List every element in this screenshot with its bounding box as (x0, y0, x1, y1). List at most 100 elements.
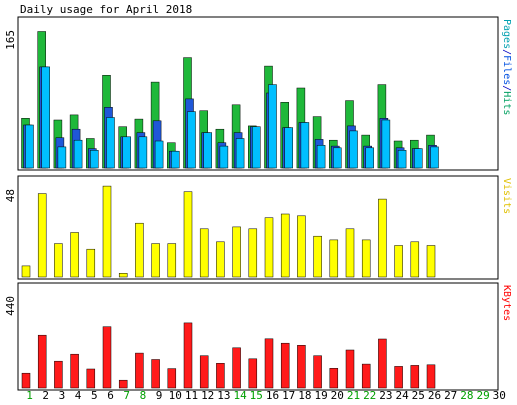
x-tick-label-day-1: 1 (26, 389, 33, 402)
visits-bar-visits-day-3 (54, 243, 63, 278)
x-tick-label-day-13: 13 (217, 389, 230, 402)
visits-series-label: Visits (501, 178, 512, 214)
visits-bar-visits-day-26 (426, 245, 436, 278)
hits-series-label-part: Files (501, 55, 512, 85)
kbytes-bar-kbytes-day-15 (248, 358, 258, 389)
kbytes-bar-kbytes-day-20 (329, 368, 339, 389)
hits-bar-pages-day-15 (252, 126, 261, 169)
hits-bar-pages-day-2 (41, 66, 50, 169)
kbytes-bar-kbytes-day-19 (313, 355, 322, 389)
x-tick-label-day-19: 19 (314, 389, 327, 402)
x-tick-label-day-3: 3 (59, 389, 66, 402)
hits-bar-pages-day-3 (57, 146, 67, 169)
hits-bar-pages-day-4 (73, 139, 83, 169)
visits-bar-visits-day-15 (248, 228, 258, 278)
visits-bar-visits-day-23 (378, 198, 387, 278)
visits-bar-visits-day-4 (70, 232, 79, 278)
kbytes-bars (21, 322, 436, 389)
hits-bar-pages-day-7 (122, 136, 131, 169)
kbytes-bar-kbytes-day-13 (216, 363, 225, 389)
hits-bar-pages-day-8 (138, 136, 148, 169)
visits-series-label-part: Visits (501, 178, 512, 214)
hits-bar-pages-day-12 (203, 132, 212, 169)
x-tick-label-day-26: 26 (428, 389, 441, 402)
visits-bar-visits-day-2 (37, 193, 47, 278)
hits-bar-pages-day-17 (284, 127, 293, 169)
kbytes-series-label-part: KBytes (501, 285, 512, 321)
hits-bar-pages-day-14 (235, 138, 245, 169)
kbytes-panel: 440 KBytes (4, 282, 512, 391)
visits-bar-visits-day-11 (183, 191, 193, 278)
kbytes-bar-kbytes-day-14 (232, 347, 241, 389)
visits-bar-visits-day-22 (361, 239, 371, 278)
visits-bar-visits-day-25 (410, 241, 420, 278)
visits-bar-visits-day-18 (297, 215, 306, 278)
hits-bar-pages-day-20 (333, 147, 342, 169)
x-tick-label-day-23: 23 (379, 389, 392, 402)
x-tick-label-day-12: 12 (201, 389, 214, 402)
visits-bar-visits-day-14 (232, 226, 241, 278)
x-tick-label-day-9: 9 (156, 389, 163, 402)
kbytes-panel-frame (17, 282, 499, 391)
kbytes-bar-kbytes-day-26 (426, 364, 436, 389)
hits-bar-pages-day-24 (397, 150, 407, 169)
hits-bar-pages-day-9 (154, 140, 164, 169)
hits-bar-pages-day-21 (349, 130, 358, 169)
hits-series-label-part: Hits (501, 91, 512, 115)
hits-ymax-label: 165 (4, 30, 17, 50)
hits-bar-pages-day-11 (187, 111, 196, 169)
x-tick-label-day-7: 7 (123, 389, 130, 402)
x-tick-label-day-22: 22 (363, 389, 376, 402)
hits-series-label-part: Pages (501, 19, 512, 49)
x-tick-label-day-2: 2 (42, 389, 49, 402)
visits-bar-visits-day-24 (394, 245, 403, 278)
kbytes-bar-kbytes-day-24 (394, 366, 403, 389)
visits-bars (21, 185, 436, 278)
x-axis-day-labels: 1 2 3 4 5 6 7 8 9 10 11 12 13 14 15 16 17 18 19 20 21 22 23 24 2… (26, 389, 506, 402)
kbytes-bar-kbytes-day-11 (183, 322, 193, 389)
kbytes-bar-kbytes-day-17 (280, 342, 290, 389)
kbytes-bar-kbytes-day-4 (70, 353, 79, 389)
visits-bar-visits-day-9 (151, 243, 160, 278)
hits-series-label-part: / (501, 49, 512, 55)
hits-bar-pages-day-1 (25, 124, 34, 169)
x-tick-label-day-30: 30 (493, 389, 506, 402)
x-tick-label-day-14: 14 (233, 389, 247, 402)
hits-bar-pages-day-5 (90, 150, 99, 169)
x-tick-label-day-4: 4 (75, 389, 82, 402)
hits-bar-pages-day-19 (316, 145, 326, 169)
kbytes-bar-kbytes-day-6 (102, 326, 112, 389)
visits-bar-visits-day-21 (345, 228, 355, 278)
hits-bar-pages-day-10 (171, 150, 180, 169)
chart-title: Daily usage for April 2018 (20, 3, 192, 16)
x-tick-label-day-21: 21 (347, 389, 360, 402)
hits-bar-pages-day-22 (365, 147, 374, 169)
kbytes-bar-kbytes-day-1 (21, 372, 31, 389)
visits-bar-visits-day-13 (216, 241, 225, 278)
kbytes-ymax-label: 440 (4, 296, 17, 316)
x-tick-label-day-6: 6 (107, 389, 114, 402)
kbytes-bar-kbytes-day-21 (345, 349, 355, 389)
kbytes-bar-kbytes-day-2 (37, 334, 47, 389)
kbytes-bar-kbytes-day-16 (264, 338, 274, 389)
visits-bar-visits-day-10 (167, 243, 177, 278)
kbytes-bar-kbytes-day-10 (167, 368, 177, 389)
hits-panel-frame (17, 16, 499, 171)
hits-bar-pages-day-26 (430, 146, 439, 169)
x-tick-label-day-11: 11 (185, 389, 198, 402)
x-tick-label-day-10: 10 (169, 389, 182, 402)
kbytes-bar-kbytes-day-23 (378, 338, 387, 389)
x-tick-label-day-16: 16 (266, 389, 279, 402)
hits-bar-pages-day-13 (219, 145, 229, 169)
kbytes-series-label: KBytes (501, 285, 512, 321)
visits-bar-visits-day-16 (264, 217, 274, 278)
kbytes-bar-kbytes-day-18 (297, 345, 306, 389)
kbytes-bar-kbytes-day-3 (54, 360, 63, 389)
kbytes-bar-kbytes-day-9 (151, 359, 160, 389)
x-tick-label-day-5: 5 (91, 389, 98, 402)
kbytes-bar-kbytes-day-8 (135, 352, 144, 389)
